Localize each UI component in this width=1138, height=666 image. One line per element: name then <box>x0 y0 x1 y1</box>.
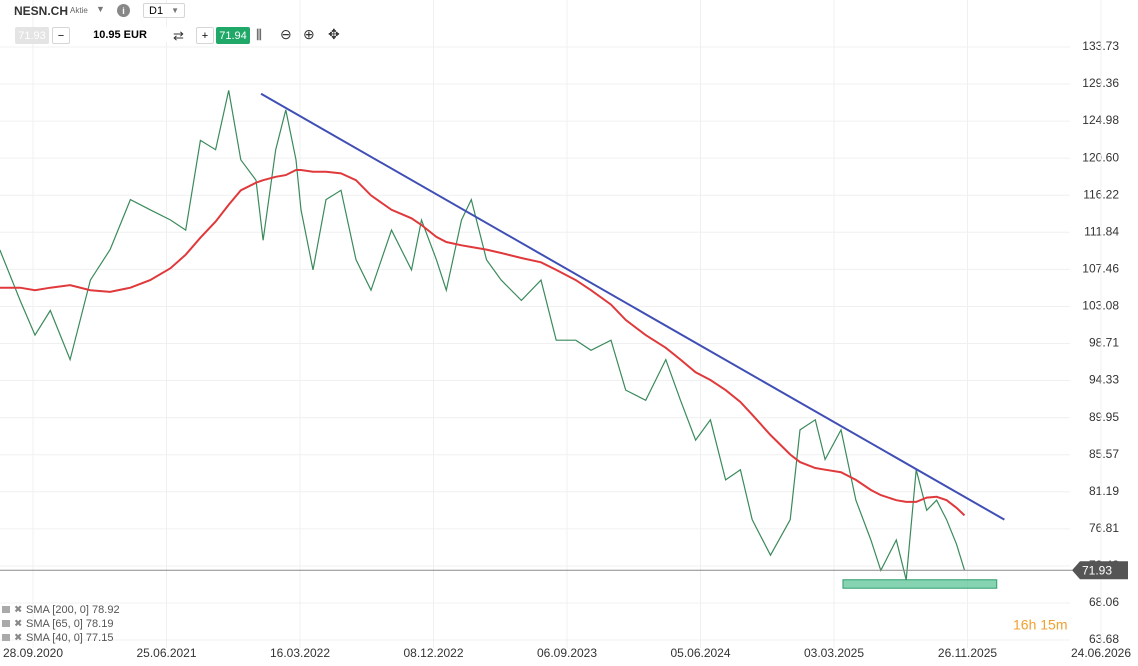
sell-price[interactable]: 71.93 <box>15 27 49 44</box>
decrease-button[interactable]: − <box>52 27 70 44</box>
price-line <box>0 90 966 580</box>
increase-button[interactable]: + <box>196 27 214 44</box>
zoom-in-icon[interactable]: ⊕ <box>303 26 315 42</box>
y-tick-label: 85.57 <box>1089 447 1119 461</box>
y-tick-label: 76.81 <box>1089 521 1119 535</box>
info-icon[interactable]: i <box>117 4 130 17</box>
swap-icon[interactable]: ⇄ <box>173 28 184 43</box>
pan-icon[interactable]: ✥ <box>328 26 340 42</box>
symbol[interactable]: NESN.CH <box>14 4 69 18</box>
legend-remove: ✖ <box>14 619 22 630</box>
legend-entry: SMA [40, 0] 77.15 <box>26 632 113 644</box>
x-tick-label: 05.06.2024 <box>670 646 730 660</box>
y-tick-label: 81.19 <box>1089 484 1119 498</box>
sma-line <box>0 169 966 517</box>
x-tick-label: 03.03.2025 <box>804 646 864 660</box>
trend-line <box>260 92 1005 521</box>
y-tick-label: 94.33 <box>1089 373 1119 387</box>
legend-icon <box>2 620 10 627</box>
x-tick-label: 06.09.2023 <box>537 646 597 660</box>
y-tick-label: 98.71 <box>1089 336 1119 350</box>
last-price-tag <box>1072 561 1128 580</box>
x-tick-label: 08.12.2022 <box>403 646 463 660</box>
x-tick-label: 28.09.2020 <box>3 646 63 660</box>
legend-remove: ✖ <box>14 633 22 644</box>
last-price-label: 71.93 <box>1082 563 1112 577</box>
symbol-dropdown[interactable]: ▼ <box>96 4 105 14</box>
y-tick-label: 111.84 <box>1084 224 1119 238</box>
legend-icon <box>2 634 10 641</box>
countdown: 16h 15m <box>1013 617 1067 633</box>
legend-remove: ✖ <box>14 605 22 616</box>
instrument-kind: Aktie <box>70 6 88 15</box>
support-zone <box>842 579 998 589</box>
x-tick-label: 24.06.2026 <box>1071 646 1131 660</box>
y-tick-label: 63.68 <box>1089 632 1119 646</box>
x-tick-label: 25.06.2021 <box>136 646 196 660</box>
x-tick-label: 16.03.2022 <box>270 646 330 660</box>
legend-icon <box>2 606 10 613</box>
y-tick-label: 89.95 <box>1089 410 1119 424</box>
timeframe-select[interactable]: D1 ▼ <box>143 3 185 18</box>
chart-type-icon[interactable]: ⫼ <box>256 27 262 42</box>
legend-entry: SMA [65, 0] 78.19 <box>26 618 113 630</box>
timeframe: D1 <box>149 4 164 17</box>
y-tick-label: 68.06 <box>1089 595 1119 609</box>
legend-entry: SMA [200, 0] 78.92 <box>26 604 120 616</box>
amount-input[interactable]: 10.95 EUR <box>70 27 170 42</box>
buy-price[interactable]: 71.94 <box>216 27 250 44</box>
dropdown-arrow: ▼ <box>171 6 179 15</box>
x-tick-label: 26.11.2025 <box>938 646 997 660</box>
zoom-out-icon[interactable]: ⊖ <box>280 26 292 42</box>
